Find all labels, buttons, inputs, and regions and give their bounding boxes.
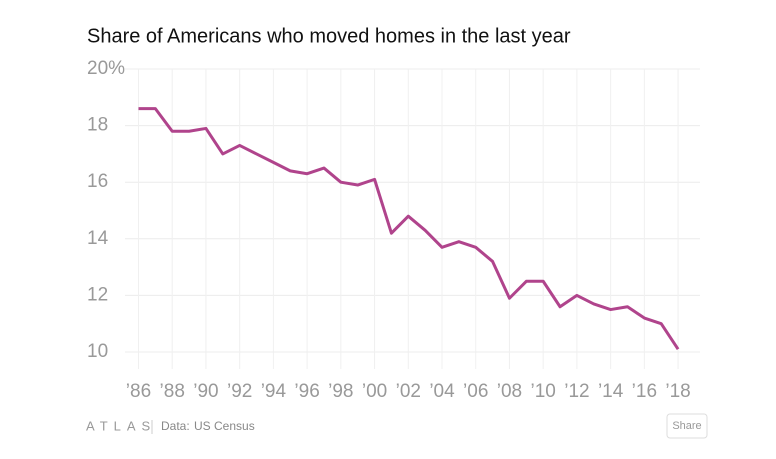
x-tick-label: ’12 <box>564 381 589 402</box>
chart-title: Share of Americans who moved homes in th… <box>87 25 571 47</box>
x-tick-label: ’08 <box>497 381 522 402</box>
share-button[interactable]: Share <box>666 413 708 439</box>
x-tick-label: ’94 <box>261 381 287 402</box>
x-tick-label: ’02 <box>396 381 421 402</box>
source: US Census <box>194 419 255 433</box>
x-tick-label: ’90 <box>193 381 218 402</box>
y-tick-label: 16 <box>87 171 108 192</box>
y-tick-label: 20% <box>87 58 125 79</box>
share-button-box[interactable] <box>666 413 708 439</box>
x-tick-label: ’00 <box>362 381 387 402</box>
x-tick-label: ’88 <box>160 381 185 402</box>
x-tick-label: ’04 <box>429 381 455 402</box>
x-tick-label: ’92 <box>227 381 252 402</box>
x-tick-label: ’14 <box>598 381 624 402</box>
x-tick-label: ’98 <box>328 381 353 402</box>
y-tick-label: 14 <box>87 228 109 249</box>
y-tick-label: 18 <box>87 115 108 136</box>
share-label[interactable]: Share <box>672 420 701 432</box>
x-tick-label: ’96 <box>294 381 319 402</box>
source-label: Data: <box>161 419 190 433</box>
x-tick-label: ’16 <box>632 381 657 402</box>
x-tick-label: ’10 <box>531 381 556 402</box>
brand: ATLAS <box>86 418 156 433</box>
x-tick-label: ’86 <box>126 381 151 402</box>
y-tick-label: 12 <box>87 284 108 305</box>
data-line <box>138 107 680 351</box>
x-tick-label: ’18 <box>665 381 690 402</box>
y-tick-label: 10 <box>87 341 108 362</box>
x-tick-label: ’06 <box>463 381 488 402</box>
